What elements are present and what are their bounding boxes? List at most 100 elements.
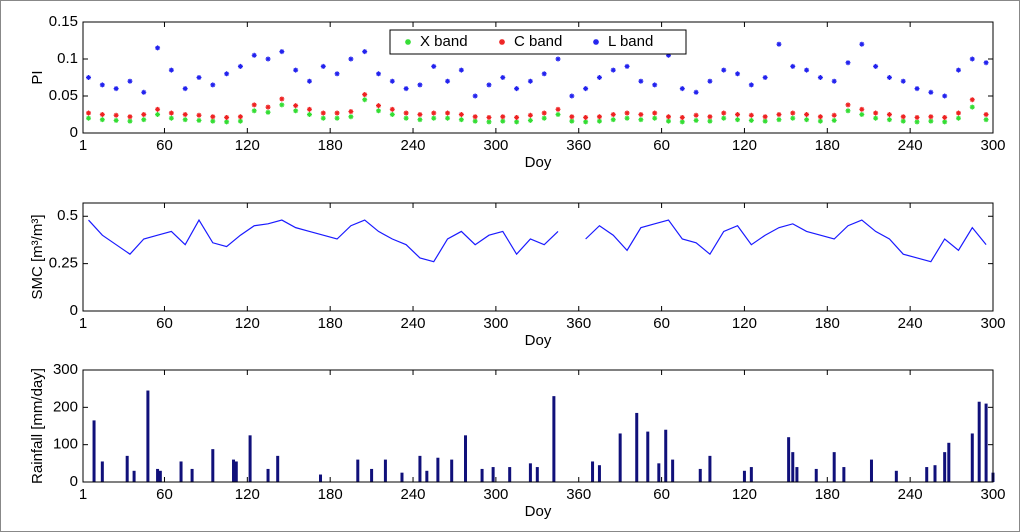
data-point [431, 63, 437, 69]
data-point [168, 115, 174, 121]
x-tick-label: 60 [156, 486, 173, 503]
x-axis-label: Doy [525, 332, 552, 349]
data-point [914, 119, 920, 125]
data-point [886, 112, 892, 117]
data-point [652, 82, 658, 88]
data-point [624, 63, 630, 69]
data-point [320, 115, 326, 121]
data-point [721, 67, 727, 73]
data-point [583, 86, 589, 92]
data-point [928, 118, 934, 124]
data-point [99, 82, 105, 88]
data-point [748, 112, 754, 118]
data-point [845, 60, 851, 66]
data-point [389, 78, 395, 84]
x-tick-label: 180 [815, 486, 840, 503]
data-point [168, 67, 174, 73]
y-tick-label: 0.1 [57, 50, 78, 67]
data-point [500, 75, 506, 80]
data-point [237, 118, 243, 124]
data-point [141, 112, 147, 117]
x-tick-label: 240 [898, 315, 923, 332]
data-point [900, 118, 906, 124]
x-tick-label: 360 [566, 486, 591, 503]
bar [618, 433, 622, 482]
data-point [445, 115, 451, 121]
data-point [928, 89, 934, 95]
data-point [555, 106, 561, 112]
data-point [583, 119, 589, 125]
bar [156, 468, 160, 482]
bar [234, 461, 238, 482]
bar [635, 412, 639, 482]
data-point [141, 117, 147, 123]
data-point [707, 114, 713, 120]
data-point [831, 112, 837, 118]
bar [795, 467, 799, 482]
data-point [804, 112, 810, 117]
data-point [735, 71, 741, 77]
data-point [776, 41, 782, 47]
bar [984, 403, 988, 482]
data-point [486, 114, 492, 120]
bar [146, 390, 150, 482]
x-tick-label: 60 [156, 137, 173, 154]
data-point [237, 63, 243, 69]
data-point [486, 119, 492, 125]
data-point [845, 102, 851, 108]
bar [591, 461, 595, 482]
bar [319, 474, 323, 482]
data-point [983, 112, 989, 117]
data-point [707, 118, 713, 124]
data-point [293, 67, 299, 73]
x-tick-label: 180 [318, 315, 343, 332]
bar [400, 472, 404, 482]
x-tick-label: 120 [235, 315, 260, 332]
plot-frame [82, 202, 994, 312]
data-point [224, 114, 230, 120]
data-point [527, 117, 533, 123]
data-point [210, 114, 216, 120]
bar [832, 452, 836, 482]
data-point [665, 114, 671, 120]
data-point [320, 110, 326, 116]
data-point [458, 117, 464, 123]
data-point [845, 108, 851, 114]
plot-area [83, 370, 993, 482]
data-point [790, 63, 796, 69]
data-point [596, 118, 602, 124]
y-tick-label: 0 [70, 124, 78, 141]
data-point [569, 114, 575, 120]
data-point [389, 112, 395, 117]
data-point [265, 56, 271, 62]
bar [749, 467, 753, 482]
data-point [431, 115, 437, 121]
data-point [155, 106, 161, 112]
y-axis-label: Rainfall [mm/day] [29, 368, 46, 484]
bar [425, 470, 429, 482]
data-point [265, 109, 271, 115]
bar [464, 435, 468, 482]
data-point [762, 118, 768, 124]
data-point [113, 112, 119, 118]
data-point [735, 112, 741, 117]
data-point [541, 110, 547, 116]
data-point [665, 118, 671, 124]
data-point [472, 118, 478, 124]
data-point [721, 115, 727, 121]
bar [925, 467, 929, 482]
bar [742, 470, 746, 482]
x-tick-label: 120 [235, 486, 260, 503]
bar [436, 457, 440, 482]
bar [943, 452, 947, 482]
bar [266, 468, 270, 482]
data-point [113, 117, 119, 123]
plot-frame [82, 21, 994, 134]
data-point [458, 67, 464, 73]
data-point [969, 97, 975, 103]
data-point [569, 118, 575, 124]
data-point [127, 114, 133, 120]
data-point [168, 110, 174, 116]
x-tick-label: 180 [815, 315, 840, 332]
